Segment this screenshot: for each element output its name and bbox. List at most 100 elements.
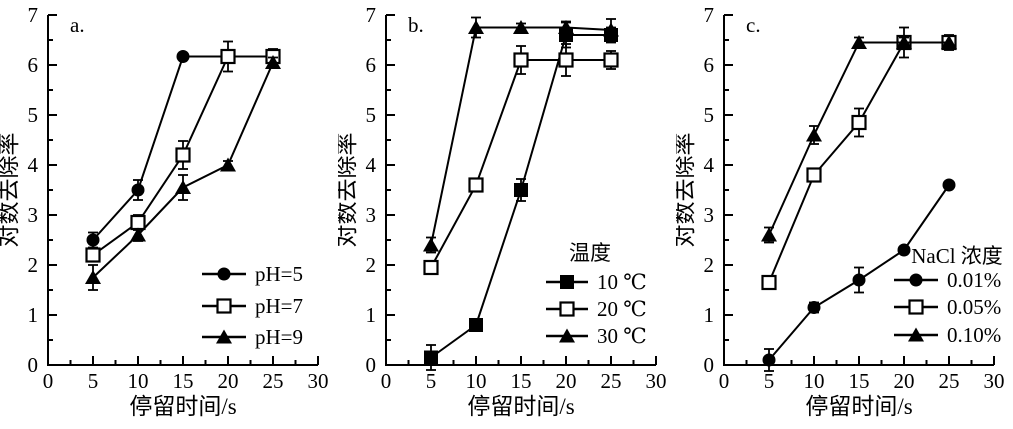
data-point-marker <box>603 52 619 68</box>
legend-marker <box>909 273 923 287</box>
panel-b-chart: 0 5 10 15 20 25 30 0 1 2 3 4 5 6 7 停留时间/s 对数去除率 b. 温度 10 ℃ 2… <box>338 3 667 419</box>
data-point-marker <box>130 214 146 231</box>
legend-label: 10 ℃ <box>597 270 647 294</box>
legend-label: 20 ℃ <box>597 297 647 321</box>
legend-title: NaCl 浓度 <box>911 244 1003 268</box>
data-point-marker <box>468 20 484 34</box>
x-tick-label: 15 <box>173 369 194 393</box>
y-tick-label: 7 <box>704 3 715 27</box>
x-tick-label: 15 <box>511 369 532 393</box>
legend-marker <box>216 298 232 314</box>
data-point-marker <box>896 35 912 49</box>
data-point-marker <box>220 157 236 172</box>
series-line <box>768 41 949 236</box>
y-tick-label: 2 <box>28 253 39 277</box>
x-tick-label: 0 <box>381 369 392 393</box>
legend-marker <box>217 267 231 281</box>
x-tick-label: 5 <box>88 369 99 393</box>
legend-item: 0.05% <box>894 295 1001 319</box>
data-point-marker <box>851 114 867 131</box>
legend-label: 0.10% <box>947 323 1001 347</box>
data-point-marker <box>85 270 101 284</box>
y-tick-label: 4 <box>28 153 39 177</box>
data-point-marker <box>761 227 777 242</box>
data-point-marker <box>851 35 867 49</box>
data-point-marker <box>469 318 483 332</box>
data-point-marker <box>942 178 956 192</box>
data-point-marker <box>130 227 146 242</box>
y-tick-label: 3 <box>366 203 377 227</box>
y-tick-label: 0 <box>704 353 715 377</box>
legend: 温度 10 ℃ 20 ℃ 30 ℃ <box>546 241 647 348</box>
y-axis-label: 对数去除率 <box>676 133 697 248</box>
x-tick-label: 0 <box>719 369 730 393</box>
data-point-marker <box>558 20 574 34</box>
x-tick-label: 0 <box>43 369 54 393</box>
data-point-marker <box>85 247 101 263</box>
data-point-marker <box>941 35 957 49</box>
y-tick-label: 3 <box>28 203 39 227</box>
x-tick-label: 10 <box>128 369 149 393</box>
x-tick-label: 20 <box>894 369 915 393</box>
series-line <box>92 62 274 279</box>
x-tick-label: 20 <box>218 369 239 393</box>
data-point-marker <box>513 52 529 68</box>
data-point-marker <box>513 20 529 34</box>
y-tick-label: 5 <box>366 103 377 127</box>
x-axis-label: 停留时间/s <box>467 394 574 419</box>
legend-marker <box>908 299 924 315</box>
x-tick-label: 10 <box>804 369 825 393</box>
data-point-marker <box>558 52 574 68</box>
y-tick-label: 7 <box>366 3 377 27</box>
legend-marker <box>560 275 574 289</box>
series-1 <box>423 43 619 276</box>
legend-marker <box>908 327 924 342</box>
data-point-marker <box>468 177 484 193</box>
y-tick-label: 6 <box>28 53 39 77</box>
legend-item: 10 ℃ <box>546 270 647 294</box>
y-tick-label: 1 <box>366 303 377 327</box>
series-2 <box>85 55 281 291</box>
legend-marker <box>559 328 575 343</box>
legend-marker <box>216 329 232 344</box>
panel-a: 0 5 10 15 20 25 30 0 1 2 3 4 5 6 7 停留时间/s 对数去除率 a. pH=5 pH=… <box>0 0 338 429</box>
x-tick-label: 15 <box>849 369 870 393</box>
data-point-marker <box>176 50 190 63</box>
y-tick-label: 5 <box>28 103 39 127</box>
series-2 <box>761 34 957 244</box>
panel-letter: a. <box>70 13 85 37</box>
legend-item: 0.01% <box>894 268 1001 292</box>
panel-letter: b. <box>408 13 424 37</box>
x-tick-label: 5 <box>764 369 775 393</box>
x-tick-label: 30 <box>308 369 329 393</box>
x-axis-label: 停留时间/s <box>129 394 236 419</box>
panel-c: 0 5 10 15 20 25 30 0 1 2 3 4 5 6 7 停留时间/s 对数去除率 c. NaCl 浓度… <box>676 0 1013 429</box>
x-tick-label: 25 <box>601 369 622 393</box>
data-point-marker <box>86 233 100 247</box>
panel-c-chart: 0 5 10 15 20 25 30 0 1 2 3 4 5 6 7 停留时间/s 对数去除率 c. NaCl 浓度… <box>676 3 1005 419</box>
y-tick-label: 1 <box>28 303 39 327</box>
data-point-marker <box>175 147 191 163</box>
panel-b: 0 5 10 15 20 25 30 0 1 2 3 4 5 6 7 停留时间/s 对数去除率 b. 温度 10 ℃ 2… <box>338 0 676 429</box>
legend-item: pH=9 <box>202 325 303 349</box>
y-tick-label: 5 <box>704 103 715 127</box>
x-axis-label: 停留时间/s <box>805 394 912 419</box>
data-point-marker <box>424 350 438 365</box>
data-point-marker <box>852 273 866 287</box>
data-point-marker <box>897 243 911 257</box>
y-axis-label: 对数去除率 <box>338 133 359 248</box>
legend-title: 温度 <box>569 241 611 265</box>
data-point-marker <box>175 180 191 194</box>
x-tick-label: 30 <box>984 369 1005 393</box>
x-tick-label: 25 <box>263 369 284 393</box>
y-tick-label: 2 <box>704 253 715 277</box>
x-tick-label: 30 <box>646 369 667 393</box>
x-tick-label: 5 <box>426 369 437 393</box>
y-tick-label: 0 <box>366 353 377 377</box>
data-point-marker <box>603 22 619 37</box>
legend-label: 0.05% <box>947 295 1001 319</box>
legend-label: 0.01% <box>947 268 1001 292</box>
data-point-marker <box>220 48 236 65</box>
legend-item: 0.10% <box>894 323 1001 347</box>
